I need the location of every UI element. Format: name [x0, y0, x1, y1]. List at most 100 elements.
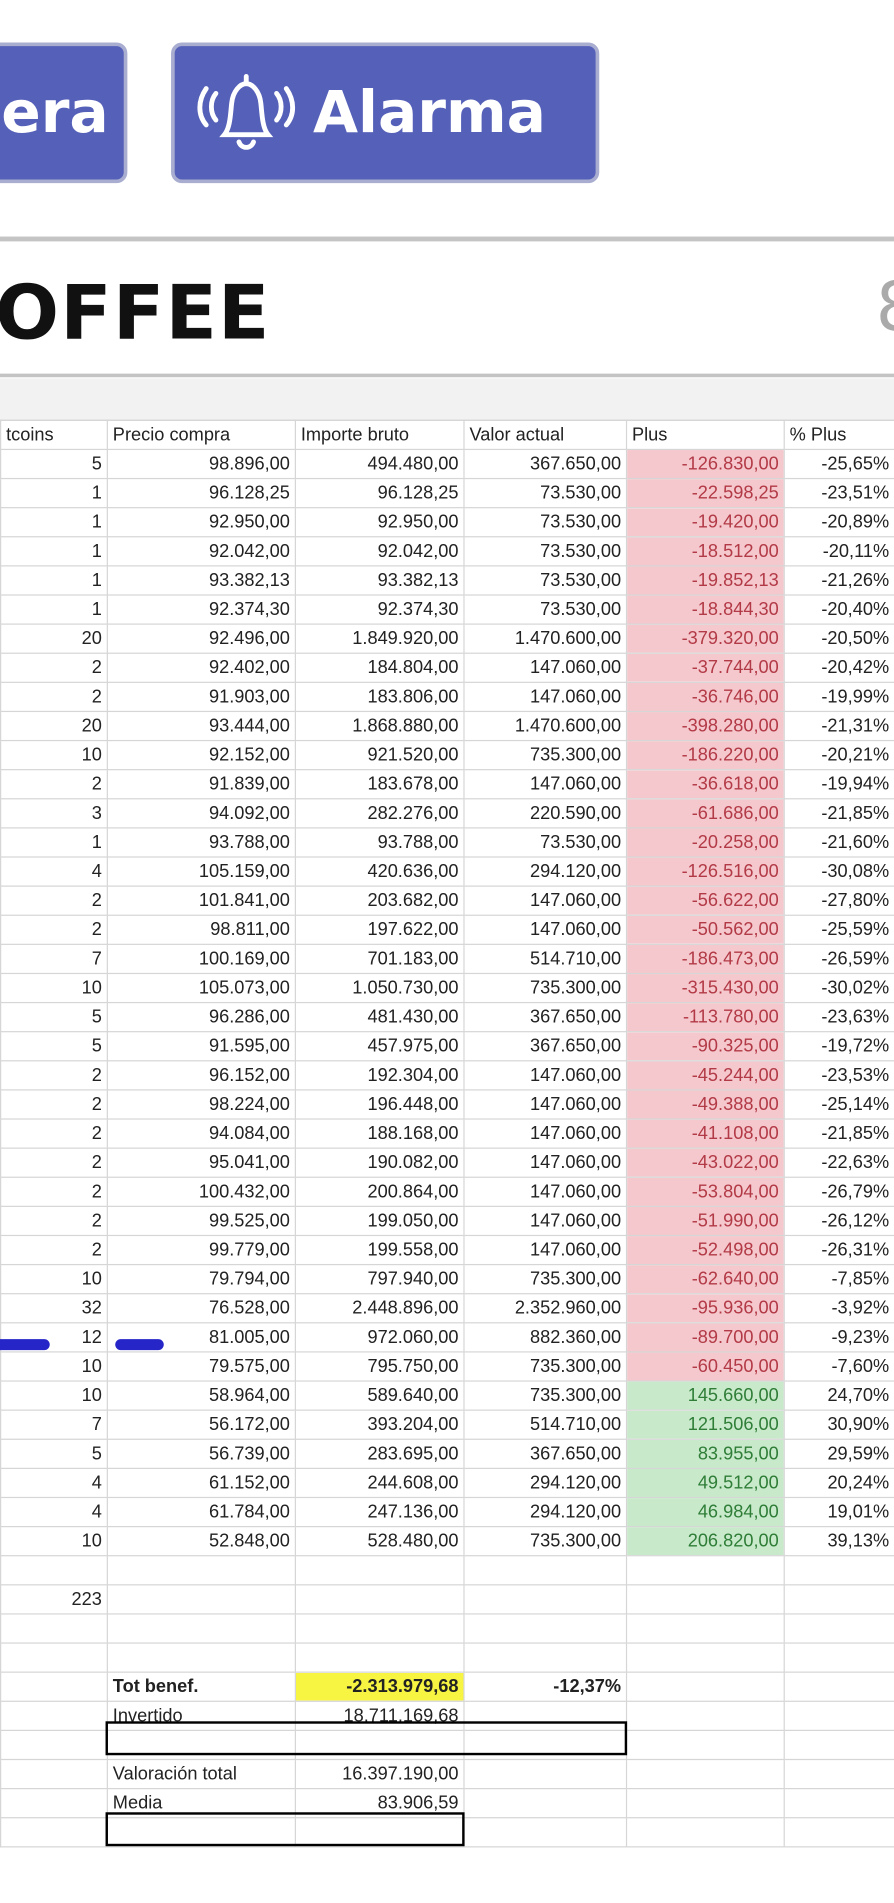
cell: 972.060,00 — [294, 1322, 465, 1353]
row — [0, 1642, 894, 1673]
cell: -21,85% — [783, 798, 894, 829]
cell — [783, 1642, 894, 1673]
cell: 94.092,00 — [106, 798, 296, 829]
cell: 93.382,13 — [106, 565, 296, 596]
cell: -21,60% — [783, 827, 894, 858]
cell: 514.710,00 — [463, 943, 628, 975]
cell: -53.804,00 — [625, 1176, 785, 1207]
cell: -95.936,00 — [625, 1293, 785, 1324]
cell: 49.512,00 — [625, 1467, 785, 1499]
cell: 2 — [0, 885, 108, 916]
cell: 92.950,00 — [294, 507, 465, 538]
cell: -26,12% — [783, 1205, 894, 1237]
cell: 1 — [0, 536, 108, 567]
cell: 147.060,00 — [463, 681, 628, 713]
cell — [0, 1613, 108, 1644]
row: 4 105.159,00 420.636,00 294.120,00 -126.516,… — [0, 856, 894, 887]
cell: 481.430,00 — [294, 1001, 465, 1033]
cell: 96.152,00 — [106, 1060, 296, 1091]
cell: 1.868.880,00 — [294, 710, 465, 742]
cell: 196.448,00 — [294, 1089, 465, 1120]
cell: -19,99% — [783, 681, 894, 713]
cell: 1 — [0, 827, 108, 858]
cell: -20,40% — [783, 594, 894, 625]
cell — [294, 1613, 465, 1644]
title-bar: OFFEE 8 — [0, 236, 894, 378]
cell: 1 — [0, 594, 108, 625]
cell: 735.300,00 — [463, 1351, 628, 1382]
cell: Importe bruto — [294, 419, 465, 451]
row — [0, 1817, 894, 1848]
cell — [463, 1642, 628, 1673]
cell: 735.300,00 — [463, 739, 628, 771]
cell: Valor actual — [463, 419, 628, 451]
cell — [0, 1555, 108, 1586]
cell: 2 — [0, 1089, 108, 1120]
cell: 73.530,00 — [463, 565, 628, 596]
cell: 56.172,00 — [106, 1409, 296, 1440]
cell: 95.041,00 — [106, 1147, 296, 1178]
cell: 46.984,00 — [625, 1496, 785, 1528]
cell: -20,50% — [783, 623, 894, 654]
row: 4 61.152,00 244.608,00 294.120,00 49.512,00 2… — [0, 1467, 894, 1499]
button[interactable]: era — [0, 42, 128, 184]
cell — [783, 1555, 894, 1586]
cell: -19.420,00 — [625, 507, 785, 538]
cell: 294.120,00 — [463, 856, 628, 887]
alarm-button[interactable]: Alarma — [171, 42, 600, 184]
cell — [625, 1671, 785, 1702]
cell — [106, 1817, 296, 1848]
cell: 4 — [0, 856, 108, 887]
cell: 93.788,00 — [106, 827, 296, 858]
cell: -30,08% — [783, 856, 894, 887]
row: 2 96.152,00 192.304,00 147.060,00 -45.244,00… — [0, 1060, 894, 1091]
cell: 223 — [0, 1584, 108, 1615]
cell: -7,60% — [783, 1351, 894, 1382]
cell: 101.841,00 — [106, 885, 296, 916]
row: 1 92.950,00 92.950,00 73.530,00 -19.420,00 -2… — [0, 507, 894, 538]
marker — [0, 1339, 50, 1351]
cell: 188.168,00 — [294, 1118, 465, 1149]
cell: 147.060,00 — [463, 1147, 628, 1178]
cell: 367.650,00 — [463, 1001, 628, 1033]
cell — [0, 1729, 108, 1761]
row: 2 91.903,00 183.806,00 147.060,00 -36.746,00… — [0, 681, 894, 713]
cell — [106, 1729, 296, 1761]
cell: -41.108,00 — [625, 1118, 785, 1149]
cell: 420.636,00 — [294, 856, 465, 887]
cell: 2 — [0, 769, 108, 800]
cell: 247.136,00 — [294, 1496, 465, 1528]
cell: -61.686,00 — [625, 798, 785, 829]
cell: Media — [106, 1788, 296, 1819]
cell: -20,11% — [783, 536, 894, 567]
row: Valoración total 16.397.190,00 — [0, 1758, 894, 1790]
cell: Precio compra — [106, 419, 296, 451]
cell: 20 — [0, 623, 108, 654]
row — [0, 1729, 894, 1761]
cell — [0, 1671, 108, 1702]
cell: 91.595,00 — [106, 1031, 296, 1062]
cell: -126.516,00 — [625, 856, 785, 887]
cell: -27,80% — [783, 885, 894, 916]
cell: -51.990,00 — [625, 1205, 785, 1237]
cell: 61.152,00 — [106, 1467, 296, 1499]
row — [0, 1555, 894, 1586]
cell: 18.711.169,68 — [294, 1700, 465, 1731]
cell — [783, 1758, 894, 1790]
cell — [463, 1700, 628, 1731]
row: 12 81.005,00 972.060,00 882.360,00 -89.700,0… — [0, 1322, 894, 1353]
cell — [783, 1613, 894, 1644]
bell-icon — [197, 73, 296, 150]
cell: 10 — [0, 1351, 108, 1382]
row: 20 92.496,00 1.849.920,00 1.470.600,00 -379.… — [0, 623, 894, 654]
cell: -60.450,00 — [625, 1351, 785, 1382]
cell: 1 — [0, 477, 108, 509]
cell: -49.388,00 — [625, 1089, 785, 1120]
cell: 199.558,00 — [294, 1234, 465, 1266]
cell: -20,42% — [783, 652, 894, 683]
cell — [783, 1700, 894, 1731]
cell — [783, 1817, 894, 1848]
cell: -23,63% — [783, 1001, 894, 1033]
row: 5 96.286,00 481.430,00 367.650,00 -113.780,0… — [0, 1001, 894, 1033]
